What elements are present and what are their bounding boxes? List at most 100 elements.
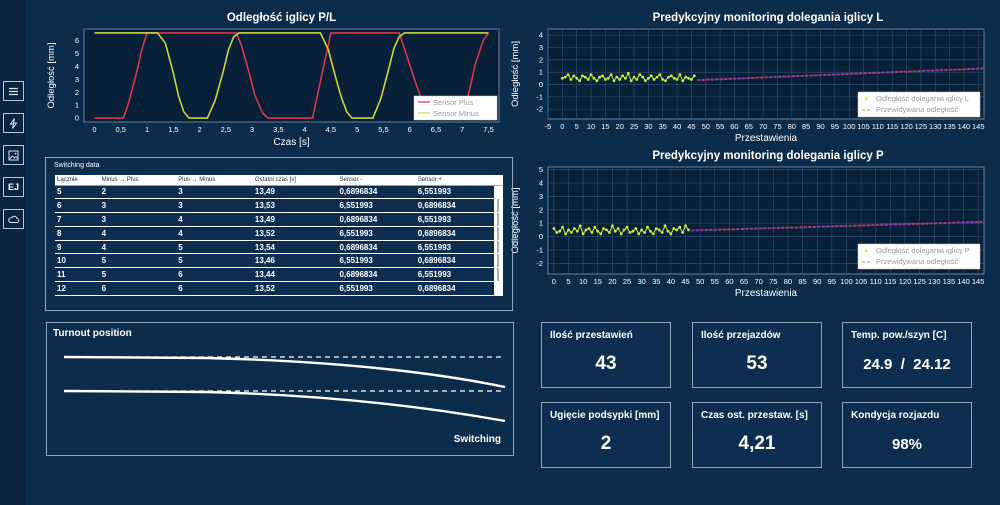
- table-cell: 7: [55, 212, 100, 227]
- y-tick-label: 5: [539, 165, 543, 174]
- measured-point: [681, 231, 684, 234]
- y-tick-label: 3: [539, 192, 543, 201]
- measured-point: [552, 227, 556, 230]
- y-tick-label: 4: [75, 62, 79, 71]
- image-icon[interactable]: [3, 145, 24, 165]
- table-cell: 2: [99, 185, 177, 200]
- turnout-diagram: [63, 355, 506, 423]
- col-header: Sensor -: [337, 175, 416, 186]
- x-tick-label: 4: [303, 125, 307, 134]
- card-label: Ugięcie podsypki [mm]: [550, 410, 660, 421]
- legend-label: Przewidywana odległość: [876, 105, 958, 114]
- table-row[interactable]: 8 4 4 13,52 6,551993 0,6896834: [55, 226, 503, 241]
- table-row[interactable]: 11 5 6 13,44 0,6896834 6,551993: [55, 267, 503, 283]
- x-tick-label: 6: [408, 125, 412, 134]
- table-row[interactable]: 5 2 3 13,49 0,6896834 6,551993: [55, 185, 503, 200]
- table-cell: 0,6896834: [415, 281, 494, 296]
- table-cell: 0,6896834: [415, 198, 494, 214]
- x-tick-label: 115: [886, 122, 898, 131]
- table-cell: 13,54: [252, 240, 338, 255]
- legend-box: [413, 95, 498, 121]
- table-row[interactable]: 12 6 6 13,52 6,551993 0,6896834: [55, 281, 503, 296]
- col-header: Minus → Plus: [99, 175, 177, 186]
- table-cell: 13,49: [252, 185, 338, 200]
- card-value: 2: [600, 433, 612, 454]
- table-cell: 0,6896834: [337, 212, 416, 227]
- measured-point: [618, 78, 622, 81]
- measured-point: [634, 227, 638, 230]
- y-tick-label: 0: [539, 232, 543, 241]
- x-tick-label: 145: [972, 122, 985, 131]
- cloud-icon[interactable]: [3, 209, 24, 229]
- table-cell: 6,551993: [337, 198, 416, 214]
- menu-icon[interactable]: [3, 81, 24, 101]
- y-tick-label: 2: [539, 205, 543, 214]
- measured-point: [587, 227, 591, 230]
- table-row[interactable]: 6 3 3 13,53 6,551993 0,6896834: [55, 198, 503, 214]
- x-tick-label: 110: [872, 122, 884, 131]
- x-tick-label: 85: [798, 277, 806, 286]
- y-tick-label: -2: [536, 259, 543, 268]
- chart-title: Odległość iglicy P/L: [226, 12, 337, 24]
- x-tick-label: 75: [769, 277, 777, 286]
- table-row[interactable]: 10 5 5 13,46 6,551993 0,6896834: [55, 253, 503, 269]
- ej-icon[interactable]: EJ: [3, 177, 24, 197]
- series-line-minus: [94, 32, 489, 119]
- card-label: Temp. pow./szyn [C]: [851, 330, 947, 341]
- chart-title: Predykcyjny monitoring dolegania iglicy …: [652, 12, 884, 24]
- table-scrollbar[interactable]: [494, 281, 503, 296]
- table-cell: 3: [99, 212, 177, 227]
- measured-point: [595, 79, 599, 83]
- table-cell: 4: [99, 226, 177, 241]
- table-scrollbar[interactable]: [494, 198, 503, 214]
- table-caption: Switching data: [54, 162, 100, 169]
- table-scrollbar[interactable]: [494, 267, 503, 283]
- measured-point: [643, 231, 646, 234]
- x-tick-label: 130: [929, 122, 942, 131]
- x-tick-label: 35: [659, 122, 667, 131]
- x-tick-label: 90: [813, 277, 821, 286]
- measured-point: [652, 78, 656, 81]
- table-cell: 6,551993: [337, 226, 416, 241]
- measured-point: [609, 73, 613, 76]
- measured-point: [613, 229, 617, 233]
- table-scrollbar[interactable]: [494, 253, 503, 269]
- x-tick-label: 80: [784, 277, 792, 286]
- measured-point: [560, 76, 564, 80]
- x-tick-label: 1,5: [168, 125, 178, 134]
- x-axis-label: Przestawienia: [735, 288, 798, 299]
- x-tick-label: 145: [972, 277, 985, 286]
- lightning-icon[interactable]: [3, 113, 24, 133]
- table-cell: 13,49: [252, 212, 338, 227]
- measured-point: [601, 74, 604, 78]
- y-tick-label: -1: [536, 92, 543, 101]
- table-row[interactable]: 7 3 4 13,49 0,6896834 6,551993: [55, 212, 503, 227]
- table-cell: 5: [99, 253, 177, 269]
- measured-point: [575, 76, 579, 80]
- table-cell: 3: [176, 185, 253, 200]
- table-scrollbar[interactable]: [494, 240, 503, 255]
- measured-point: [615, 75, 619, 79]
- measured-point: [669, 74, 673, 78]
- col-header: Sensor +: [415, 175, 494, 186]
- x-tick-label: 5: [355, 125, 359, 134]
- x-tick-label: 120: [900, 122, 913, 131]
- x-tick-label: 100: [843, 122, 856, 131]
- table-cell: 4: [99, 240, 177, 255]
- table-scrollbar[interactable]: [494, 226, 503, 241]
- measured-point: [687, 76, 690, 80]
- x-axis-label: Przestawienia: [735, 133, 798, 144]
- card-pass-count: Ilość przejazdów 53: [692, 322, 822, 388]
- measured-point: [672, 227, 676, 230]
- measured-point: [592, 76, 596, 80]
- turnout-title: Turnout position: [53, 328, 132, 339]
- turnout-status: Switching: [453, 434, 501, 445]
- y-tick-label: 5: [75, 49, 79, 58]
- table-scrollbar[interactable]: [494, 185, 503, 200]
- table-scrollbar[interactable]: [494, 212, 503, 227]
- table-row[interactable]: 9 4 5 13,54 0,6896834 6,551993: [55, 240, 503, 255]
- legend-label: Sensor Plus: [433, 98, 474, 107]
- table-cell: 11: [55, 267, 100, 283]
- x-tick-label: 110: [870, 277, 882, 286]
- x-tick-label: 0,5: [116, 125, 126, 134]
